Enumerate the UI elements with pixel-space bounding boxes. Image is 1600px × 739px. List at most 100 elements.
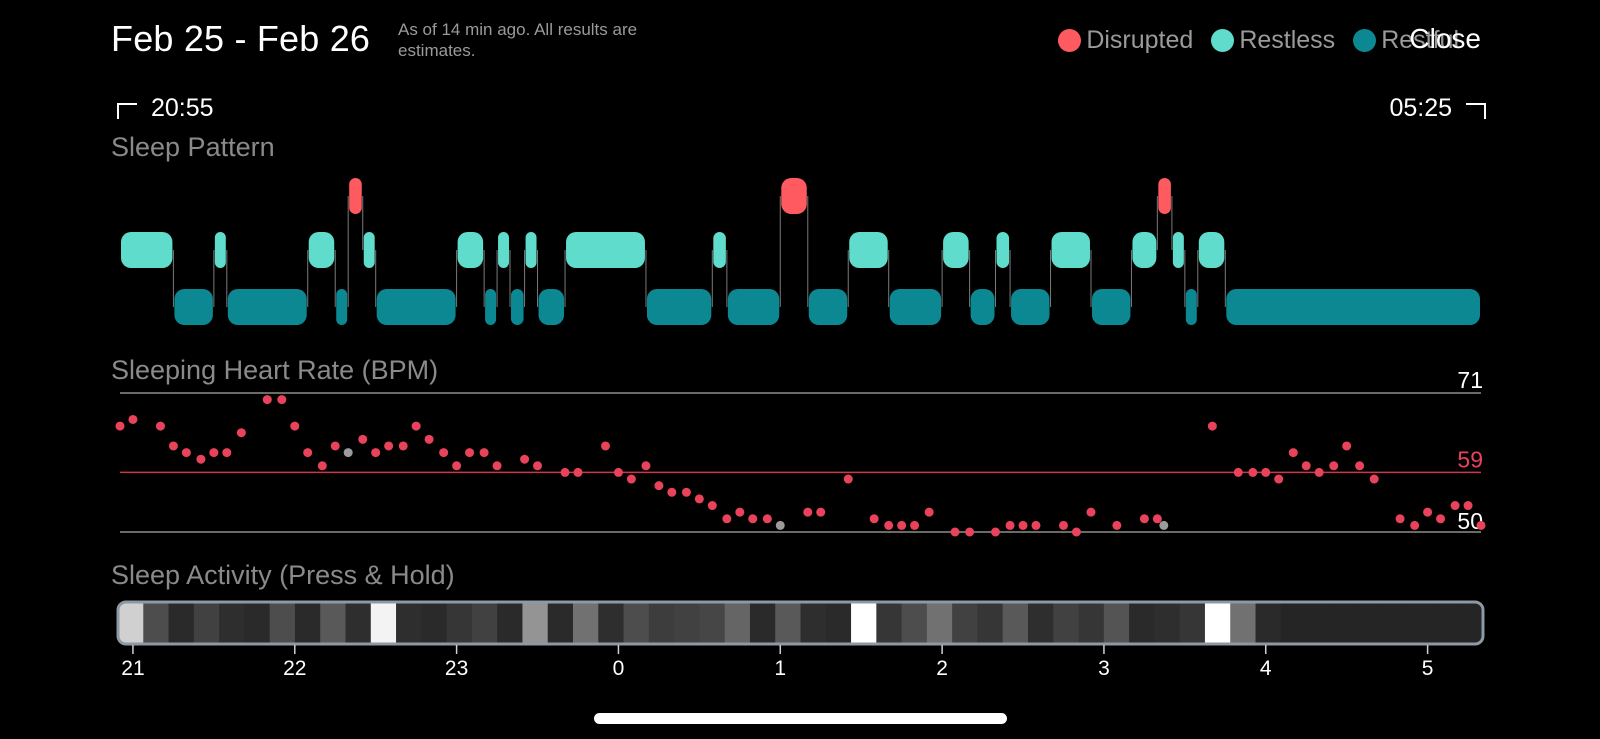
activity-cell — [1356, 602, 1383, 644]
hr-point — [290, 421, 300, 431]
activity-cell — [294, 602, 321, 644]
legend-disrupted: Disrupted — [1058, 26, 1193, 55]
activity-cell — [598, 602, 625, 644]
restless-segment — [1132, 232, 1157, 268]
date-range-title: Feb 25 - Feb 26 — [111, 18, 371, 59]
hr-point — [1018, 520, 1028, 530]
hr-point — [209, 448, 219, 458]
hr-point — [1369, 474, 1379, 484]
activity-cell — [1331, 602, 1358, 644]
activity-cell — [674, 602, 700, 644]
hr-point — [1071, 527, 1081, 537]
hr-point — [343, 448, 353, 458]
legend-restful: Restful — [1353, 26, 1459, 55]
activity-cell — [724, 602, 751, 644]
time-tick-label: 3 — [1098, 657, 1110, 680]
disrupted-segment — [781, 178, 807, 214]
restless-segment — [996, 232, 1010, 268]
hr-point — [1463, 501, 1473, 511]
sleep-activity-bar[interactable] — [0, 598, 1600, 652]
time-tick-label: 21 — [121, 657, 144, 680]
hr-point — [1301, 461, 1311, 471]
hr-point — [317, 461, 327, 471]
hr-point — [168, 441, 178, 451]
activity-cell — [1179, 602, 1206, 644]
hr-point — [1274, 474, 1284, 484]
home-indicator[interactable] — [594, 713, 1007, 724]
activity-cell — [193, 602, 220, 644]
activity-cell — [1129, 602, 1155, 644]
activity-cell — [1053, 602, 1080, 644]
time-tick-label: 4 — [1260, 657, 1272, 680]
hr-point — [843, 474, 853, 484]
activity-cell — [497, 602, 524, 644]
range-end-bracket-icon — [1466, 102, 1486, 119]
time-tick-label: 0 — [613, 657, 625, 680]
restful-segment — [376, 289, 456, 325]
hr-point — [1031, 520, 1041, 530]
activity-cell — [1078, 602, 1105, 644]
time-tick-label: 5 — [1422, 657, 1434, 680]
hr-point — [371, 448, 381, 458]
legend-restless: Restless — [1211, 26, 1335, 55]
disrupted-segment — [349, 178, 362, 214]
hr-point — [694, 494, 704, 504]
hr-point — [600, 441, 610, 451]
hr-avg-label: 59 — [1457, 446, 1483, 472]
time-tick-label: 1 — [774, 657, 786, 680]
restless-segment — [1051, 232, 1090, 268]
hr-point — [762, 514, 772, 524]
activity-cell — [320, 602, 347, 644]
activity-cell — [168, 602, 195, 644]
restless-segment — [1198, 232, 1225, 268]
restless-segment — [943, 232, 969, 268]
activity-cell — [547, 602, 574, 644]
activity-cell — [800, 602, 827, 644]
close-button[interactable]: Close — [1409, 23, 1481, 54]
activity-cell — [1280, 602, 1307, 644]
hr-point — [910, 520, 920, 530]
hr-point — [358, 434, 368, 444]
hr-point — [222, 448, 232, 458]
end-time-label: 05:25 — [1389, 94, 1452, 122]
activity-cell — [749, 602, 776, 644]
hr-point — [465, 448, 475, 458]
hr-point — [1005, 520, 1015, 530]
hr-point — [560, 467, 570, 477]
hr-point — [196, 454, 206, 464]
time-tick-label: 23 — [445, 657, 468, 680]
hr-point — [735, 507, 745, 517]
hr-point — [573, 467, 583, 477]
activity-cell — [901, 602, 928, 644]
restless-segment — [1172, 232, 1184, 268]
time-axis: 21 22 23 0 1 2 3 4 5 — [121, 645, 1434, 680]
heart-rate-chart[interactable]: 71 59 50 — [0, 370, 1600, 550]
activity-cell — [219, 602, 245, 644]
restless-segment — [713, 232, 726, 268]
sleep-pattern-chart[interactable] — [0, 170, 1600, 340]
activity-frame — [116, 600, 1485, 646]
hr-point — [722, 514, 732, 524]
activity-cell — [876, 602, 903, 644]
activity-cell — [1204, 602, 1231, 644]
restless-segment — [566, 232, 645, 268]
hr-point — [1288, 448, 1298, 458]
hr-point — [897, 520, 907, 530]
disrupted-dot-icon — [1058, 28, 1082, 52]
hr-point — [1355, 461, 1365, 471]
legend-label: Disrupted — [1086, 25, 1194, 54]
hr-point — [1329, 461, 1339, 471]
range-start-bracket-icon — [117, 102, 137, 119]
hr-point — [924, 507, 934, 517]
activity-cells — [118, 602, 1483, 644]
hr-point — [262, 395, 272, 405]
hr-point — [1476, 520, 1486, 530]
hr-point — [384, 441, 394, 451]
activity-cell — [623, 602, 650, 644]
hr-point — [1248, 467, 1258, 477]
hr-point — [479, 448, 489, 458]
hr-point — [1423, 507, 1433, 517]
start-time-label: 20:55 — [151, 94, 214, 122]
hr-point — [626, 474, 636, 484]
hr-point — [236, 428, 246, 438]
